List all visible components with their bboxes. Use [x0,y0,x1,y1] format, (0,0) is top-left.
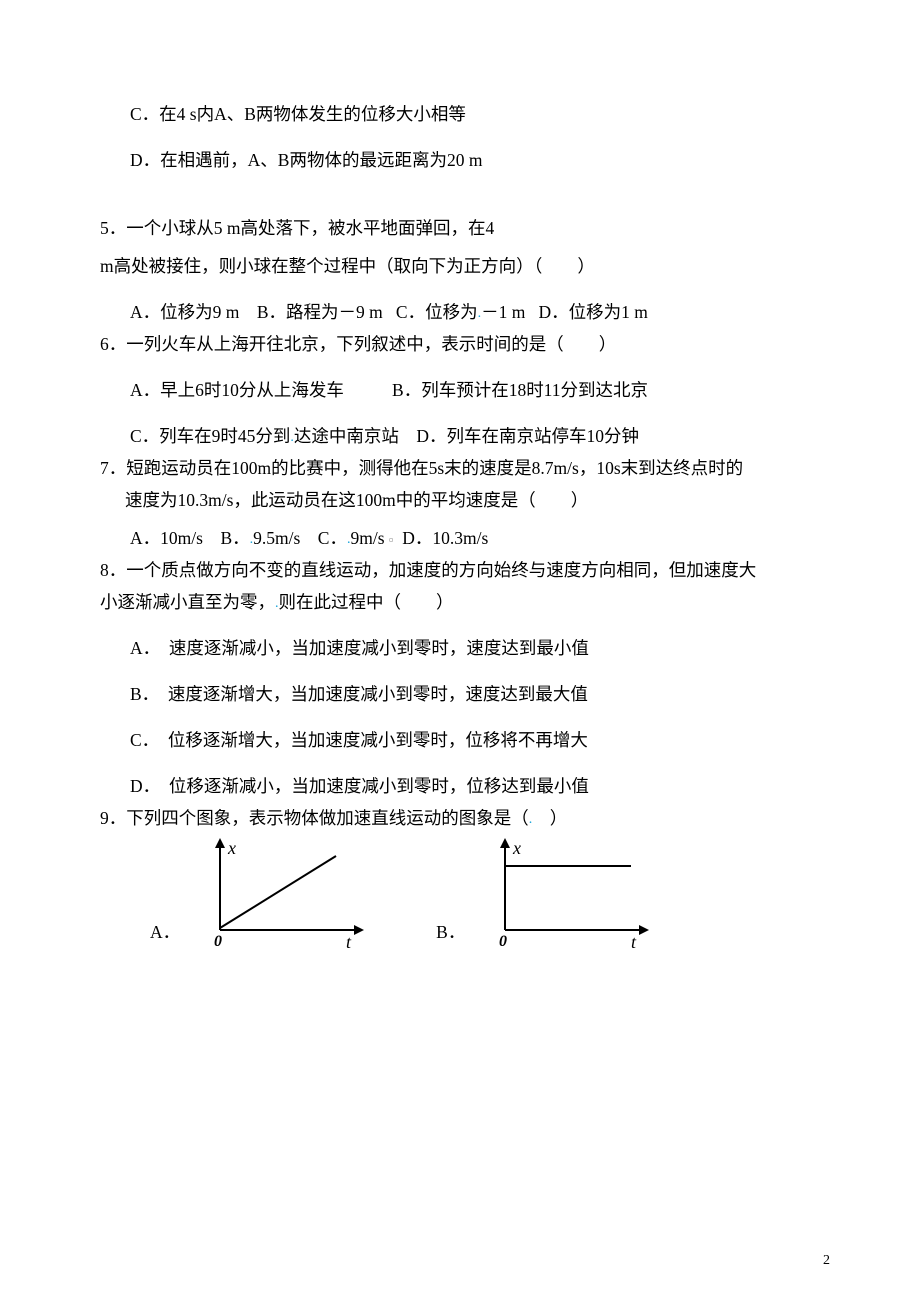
q8-option-b: B． 速度逐渐增大，当加速度减小到零时，速度达到最大值 [100,680,830,708]
q5-option-b: B．路程为－9 m [257,302,383,322]
q7-option-a: A．10m/s [130,528,203,548]
q9-option-a-label: A． [150,918,180,948]
q9-graph-b-block: B． x t 0 [436,838,651,948]
q8-option-c: C． 位移逐渐增大，当加速度减小到零时，位移将不再增大 [100,726,830,754]
q9-stem: 9．下列四个图象，表示物体做加速直线运动的图象是（. ） [100,804,830,832]
svg-text:t: t [346,932,352,948]
q7-stem-2: 速度为10.3m/s，此运动员在这100m中的平均速度是（ ） [100,486,830,514]
q6-options-row1: A．早上6时10分从上海发车 B．列车预计在18时11分到达北京 [100,376,830,404]
q8-option-a: A． 速度逐渐减小，当加速度减小到零时，速度达到最小值 [100,634,830,662]
q8-stem-2: 小逐渐减小直至为零，.则在此过程中（ ） [100,588,830,616]
q8-option-d: D． 位移逐渐减小，当加速度减小到零时，位移达到最小值 [100,772,830,800]
svg-text:0: 0 [499,933,507,948]
q7-option-c: C．.9m/s [318,528,385,548]
page-number: 2 [823,1250,830,1272]
svg-text:t: t [631,932,637,948]
q7-options: A．10m/s B．.9.5m/s C．.9m/s ▫ D．10.3m/s [100,524,830,552]
q5-option-c: C．位移为.－1 m [396,302,525,322]
q9-graph-a-block: A． x t 0 [150,838,366,948]
q9-graphs-row: A． x t 0 B． x t 0 [100,838,830,948]
q7-stem-1: 7．短跑运动员在100m的比赛中，测得他在5s末的速度是8.7m/s，10s末到… [100,454,830,482]
q5-option-a: A．位移为9 m [130,302,239,322]
q5-option-d: D．位移为1 m [538,302,647,322]
q7-option-b: B．.9.5m/s [220,528,300,548]
q6-options-row2: C．列车在9时45分到.达途中南京站 D．列车在南京站停车10分钟 [100,422,830,450]
q5-stem-2: m高处被接住，则小球在整个过程中（取向下为正方向）（ ） [100,252,830,280]
anchor-mark-icon: ▫ [389,532,394,547]
q6-option-a: A．早上6时10分从上海发车 [130,380,344,400]
q6-option-b: B．列车预计在18时11分到达北京 [392,380,648,400]
q5-options: A．位移为9 m B．路程为－9 m C．位移为.－1 m D．位移为1 m [100,298,830,326]
xt-graph-b: x t 0 [471,838,651,948]
svg-text:0: 0 [214,933,222,948]
q4-option-c: C．在4 s内A、B两物体发生的位移大小相等 [100,100,830,128]
svg-text:x: x [227,838,236,858]
q8-stem-1: 8．一个质点做方向不变的直线运动，加速度的方向始终与速度方向相同，但加速度大 [100,556,830,584]
q5-stem-1: 5．一个小球从5 m高处落下，被水平地面弹回，在4 [100,214,830,242]
q6-stem: 6．一列火车从上海开往北京，下列叙述中，表示时间的是（ ） [100,330,830,358]
q6-option-d: D．列车在南京站停车10分钟 [416,426,639,446]
q9-option-b-label: B． [436,918,465,948]
q6-option-c: C．列车在9时45分到.达途中南京站 [130,426,399,446]
q4-option-d: D．在相遇前，A、B两物体的最远距离为20 m [100,146,830,174]
xt-graph-a: x t 0 [186,838,366,948]
q7-option-d: D．10.3m/s [402,528,488,548]
svg-text:x: x [512,838,521,858]
